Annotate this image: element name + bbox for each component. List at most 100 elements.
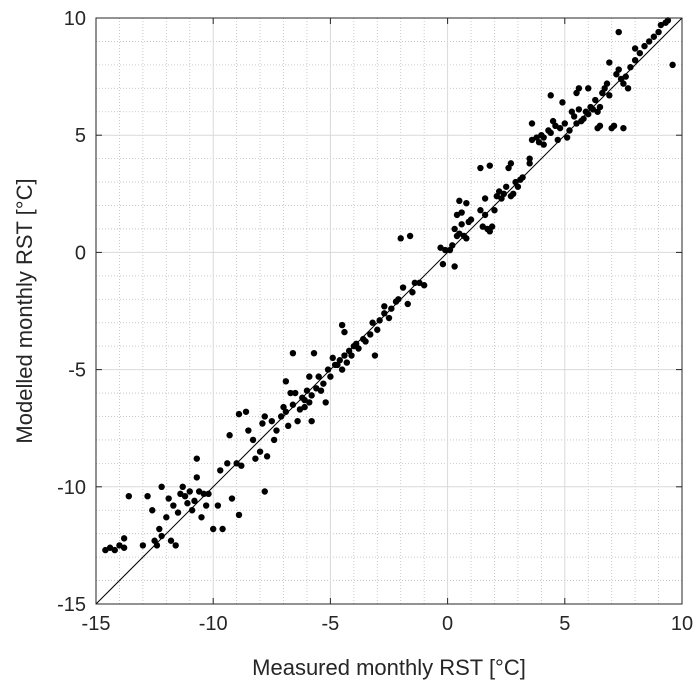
data-point bbox=[477, 164, 484, 172]
data-point bbox=[277, 413, 285, 420]
data-point bbox=[556, 124, 564, 132]
data-point bbox=[181, 492, 189, 500]
data-point bbox=[338, 321, 346, 329]
data-point bbox=[341, 328, 348, 336]
data-point bbox=[554, 136, 561, 144]
data-point bbox=[179, 483, 186, 490]
data-point bbox=[575, 85, 583, 92]
y-tick-labels: -15 -10 -5 0 5 10 bbox=[57, 8, 86, 616]
data-point bbox=[191, 497, 198, 505]
data-point bbox=[540, 141, 547, 148]
data-point bbox=[261, 488, 268, 495]
data-point bbox=[238, 462, 245, 469]
data-point bbox=[481, 195, 489, 202]
data-point bbox=[153, 542, 161, 549]
y-tick-label: 10 bbox=[64, 8, 86, 30]
data-point bbox=[329, 354, 336, 362]
data-point bbox=[388, 305, 395, 312]
x-tick-label: 10 bbox=[671, 613, 693, 635]
plot-frame bbox=[95, 17, 683, 605]
data-point bbox=[289, 349, 297, 357]
data-point bbox=[282, 408, 290, 415]
data-point bbox=[125, 492, 133, 500]
data-point bbox=[561, 120, 568, 127]
data-point bbox=[519, 174, 526, 181]
data-point bbox=[411, 279, 418, 287]
data-point bbox=[592, 96, 599, 104]
data-point bbox=[451, 225, 458, 233]
data-point bbox=[184, 500, 191, 507]
data-point bbox=[381, 310, 388, 317]
data-point bbox=[172, 542, 179, 549]
data-point bbox=[200, 490, 208, 498]
data-point bbox=[559, 99, 566, 106]
data-point bbox=[165, 495, 172, 502]
data-point bbox=[174, 509, 182, 516]
data-point bbox=[510, 190, 517, 197]
data-point bbox=[167, 537, 175, 544]
data-points bbox=[102, 17, 676, 554]
data-point bbox=[308, 392, 315, 399]
data-point bbox=[547, 92, 554, 99]
data-point bbox=[645, 38, 653, 45]
data-point bbox=[228, 495, 236, 502]
y-tick-label: -10 bbox=[57, 477, 86, 499]
data-point bbox=[463, 235, 470, 242]
data-point bbox=[442, 246, 449, 254]
data-point bbox=[310, 349, 318, 357]
data-point bbox=[120, 544, 128, 551]
data-point bbox=[385, 314, 393, 322]
data-point bbox=[282, 378, 290, 385]
data-point bbox=[226, 432, 233, 439]
x-axis-label: Measured monthly RST [°C] bbox=[252, 655, 526, 680]
x-tick-label: -15 bbox=[82, 613, 111, 635]
data-point bbox=[566, 127, 573, 134]
data-point bbox=[596, 122, 604, 130]
data-point bbox=[575, 106, 583, 113]
data-point bbox=[315, 373, 322, 380]
data-point bbox=[367, 331, 374, 338]
data-point bbox=[158, 532, 165, 540]
data-point bbox=[620, 80, 627, 87]
data-point bbox=[381, 303, 388, 310]
data-point bbox=[664, 17, 672, 24]
x-tick-label: 5 bbox=[559, 613, 570, 635]
data-point bbox=[606, 59, 613, 66]
data-point bbox=[622, 73, 629, 80]
data-point bbox=[570, 113, 578, 120]
data-point bbox=[631, 45, 639, 52]
data-point bbox=[514, 183, 522, 190]
data-point bbox=[458, 221, 465, 228]
data-point bbox=[214, 502, 222, 509]
data-point bbox=[669, 61, 676, 69]
x-tick-labels: -15 -10 -5 0 5 10 bbox=[82, 613, 694, 635]
data-point bbox=[120, 535, 128, 542]
data-point bbox=[406, 232, 414, 240]
data-point bbox=[606, 92, 613, 99]
data-point bbox=[650, 33, 658, 40]
data-point bbox=[273, 427, 280, 434]
data-point bbox=[409, 289, 416, 296]
y-axis-label: Modelled monthly RST [°C] bbox=[12, 178, 37, 443]
data-point bbox=[294, 417, 301, 425]
data-point bbox=[219, 525, 226, 533]
data-point bbox=[362, 338, 369, 345]
data-point bbox=[596, 103, 604, 111]
data-point bbox=[202, 502, 210, 509]
data-point bbox=[308, 417, 315, 425]
data-point bbox=[287, 389, 294, 397]
data-point bbox=[500, 190, 508, 197]
data-point bbox=[170, 502, 177, 509]
data-point bbox=[467, 216, 475, 223]
data-point bbox=[317, 387, 325, 394]
data-point bbox=[235, 511, 243, 519]
data-point bbox=[503, 183, 510, 190]
data-point bbox=[256, 448, 264, 455]
data-point bbox=[477, 207, 484, 214]
data-point bbox=[259, 420, 266, 427]
data-point bbox=[615, 28, 622, 36]
data-point bbox=[338, 366, 346, 373]
data-point bbox=[655, 28, 662, 36]
data-point bbox=[369, 319, 376, 326]
x-tick-label: 0 bbox=[442, 613, 453, 635]
